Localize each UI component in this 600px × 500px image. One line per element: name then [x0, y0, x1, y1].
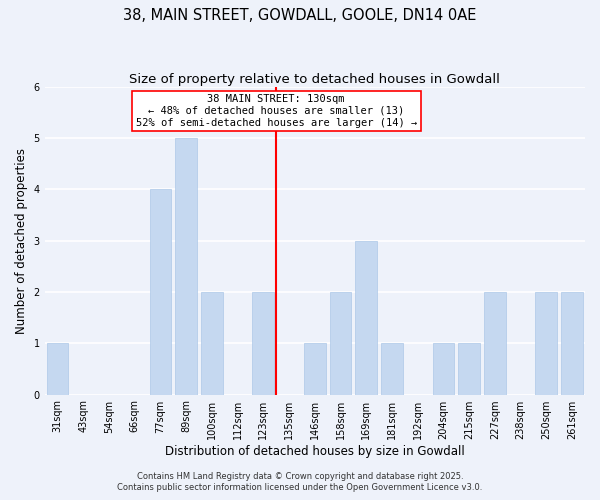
Bar [535, 292, 557, 394]
Bar [484, 292, 506, 394]
Text: Contains HM Land Registry data © Crown copyright and database right 2025.
Contai: Contains HM Land Registry data © Crown c… [118, 472, 482, 492]
Bar [381, 344, 403, 394]
Bar [175, 138, 197, 394]
Bar [47, 344, 68, 394]
Bar [304, 344, 326, 394]
Title: Size of property relative to detached houses in Gowdall: Size of property relative to detached ho… [130, 72, 500, 86]
Text: 38, MAIN STREET, GOWDALL, GOOLE, DN14 0AE: 38, MAIN STREET, GOWDALL, GOOLE, DN14 0A… [124, 8, 476, 22]
Bar [561, 292, 583, 394]
Bar [149, 190, 172, 394]
Text: 38 MAIN STREET: 130sqm
← 48% of detached houses are smaller (13)
52% of semi-det: 38 MAIN STREET: 130sqm ← 48% of detached… [136, 94, 417, 128]
Bar [433, 344, 454, 394]
X-axis label: Distribution of detached houses by size in Gowdall: Distribution of detached houses by size … [165, 444, 465, 458]
Bar [201, 292, 223, 394]
Bar [458, 344, 480, 394]
Bar [329, 292, 352, 394]
Bar [355, 240, 377, 394]
Bar [253, 292, 274, 394]
Y-axis label: Number of detached properties: Number of detached properties [15, 148, 28, 334]
